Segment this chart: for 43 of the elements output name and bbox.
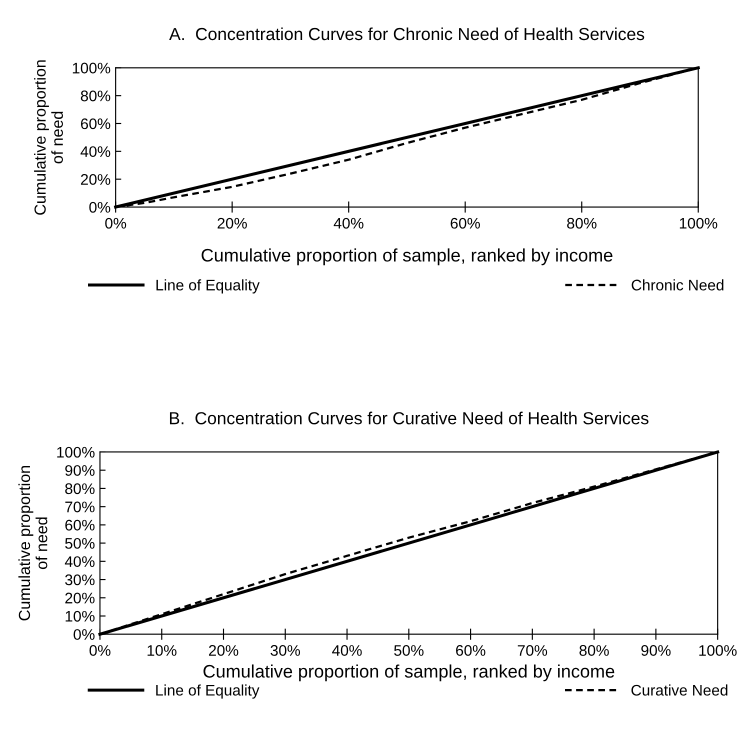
- y-axis-title: Cumulative proportion of need: [34, 60, 63, 215]
- chart-title: A. Concentration Curves for Chronic Need of Health Services: [169, 27, 644, 40]
- x-tick-label: 70%: [518, 645, 548, 656]
- legend-label: Curative Need: [631, 684, 728, 696]
- y-tick-label: 0%: [74, 629, 95, 640]
- y-tick-label: 10%: [66, 610, 95, 622]
- x-tick-label: 20%: [218, 218, 247, 229]
- y-tick-label: 80%: [65, 483, 95, 494]
- y-tick-label: 20%: [80, 174, 110, 185]
- y-tick-label: 50%: [65, 538, 95, 549]
- x-tick-label: 100%: [699, 645, 737, 656]
- y-tick-label: 40%: [80, 146, 110, 158]
- x-tick-label: 0%: [105, 218, 126, 229]
- legend-label: Line of Equality: [156, 684, 260, 699]
- x-tick-label: 60%: [450, 218, 480, 229]
- x-tick-label: 40%: [334, 218, 364, 229]
- y-tick-label: 70%: [65, 502, 95, 512]
- chart-title: B. Concentration Curves for Curative Need of Health Services: [170, 412, 648, 424]
- y-tick-label: 20%: [65, 592, 95, 604]
- x-tick-label: 50%: [394, 645, 424, 656]
- y-tick-label: 40%: [64, 556, 95, 568]
- y-axis-title: Cumulative proportion of need: [18, 466, 48, 620]
- y-tick-label: 80%: [80, 90, 110, 102]
- x-axis-title: Cumulative proportion of sample, ranked by income: [202, 248, 612, 266]
- x-tick-label: 80%: [579, 645, 609, 656]
- x-tick-label: 40%: [332, 645, 362, 656]
- y-tick-label: 60%: [80, 118, 110, 130]
- x-tick-label: 60%: [456, 645, 486, 656]
- x-tick-label: 20%: [208, 645, 238, 656]
- x-tick-label: 100%: [680, 218, 718, 229]
- y-tick-label: 100%: [57, 446, 95, 458]
- y-tick-label: 30%: [65, 574, 95, 586]
- x-tick-label: 80%: [567, 218, 596, 229]
- x-tick-label: 10%: [148, 645, 176, 656]
- y-tick-label: 0%: [89, 202, 110, 213]
- y-tick-label: 100%: [72, 62, 110, 74]
- x-tick-label: 90%: [641, 645, 671, 656]
- y-tick-label: 90%: [65, 465, 95, 476]
- legend-label: Chronic Need: [632, 279, 724, 290]
- y-tick-label: 60%: [65, 520, 95, 531]
- x-tick-label: 30%: [270, 645, 300, 656]
- legend-label: Line of Equality: [156, 279, 260, 294]
- x-axis-title: Cumulative proportion of sample, ranked by income: [204, 664, 614, 682]
